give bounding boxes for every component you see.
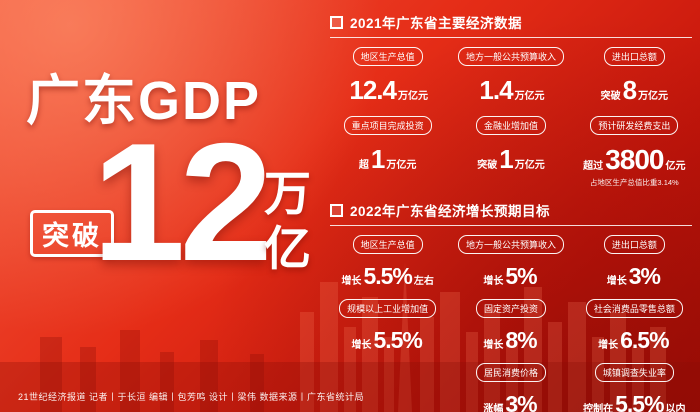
section-2021: 2021年广东省主要经济数据 地区生产总值 12.4 万亿元 地方一般公共预算收入…	[330, 12, 692, 188]
stat-prefix: 突破	[477, 160, 498, 171]
target-item-gdp-2022: 地区生产总值 增长 5.5% 左右	[330, 235, 445, 290]
stat-label: 居民消费价格	[475, 363, 546, 382]
headline-unit: 万 亿	[264, 166, 311, 277]
stat-value: 3%	[505, 391, 537, 412]
data-panel: 2021年广东省主要经济数据 地区生产总值 12.4 万亿元 地方一般公共预算收入…	[330, 12, 692, 412]
target-item-fixed-assets-2022: 固定资产投资 增长 8%	[453, 299, 568, 354]
stat-prefix: 控制在	[583, 404, 614, 412]
section-2021-title: 2021年广东省主要经济数据	[350, 16, 523, 31]
target-item-unemployment-2022: 城镇调查失业率 控制在 5.5% 以内	[577, 363, 692, 412]
stat-value: 3800	[605, 144, 664, 175]
stat-prefix: 超过	[583, 161, 604, 172]
stat-prefix: 增长	[606, 276, 627, 287]
section-2022-grid: 地区生产总值 增长 5.5% 左右 地方一般公共预算收入 增长 5% 进出口总额 增长…	[330, 235, 692, 412]
stat-label: 进出口总额	[603, 235, 665, 254]
target-item-retail-2022: 社会消费品零售总额 增长 6.5%	[577, 299, 692, 354]
stat-label: 地区生产总值	[352, 47, 423, 66]
headline-unit-char-1: 万	[264, 167, 311, 220]
section-2022-header: 2022年广东省经济增长预期目标	[330, 200, 692, 226]
stat-label: 进出口总额	[603, 47, 665, 66]
stat-label: 预计研发经费支出	[590, 116, 679, 135]
stat-suffix: 万亿元	[386, 160, 417, 171]
stat-label: 地方一般公共预算收入	[457, 235, 564, 254]
stat-label: 地区生产总值	[352, 235, 423, 254]
stat-value: 12.4	[349, 75, 397, 105]
stat-value: 5%	[505, 263, 537, 289]
stat-prefix: 增长	[598, 340, 619, 351]
section-2022-title: 2022年广东省经济增长预期目标	[350, 204, 551, 219]
stat-item-finance-2021: 金融业增加值 突破 1 万亿元	[453, 116, 568, 188]
stat-suffix: 万亿元	[638, 91, 669, 102]
section-bullet-icon	[330, 15, 343, 29]
stat-note: 占地区生产总值比重3.14%	[589, 178, 679, 187]
stat-item-budget-revenue-2021: 地方一般公共预算收入 1.4 万亿元	[453, 47, 568, 107]
stat-suffix: 万亿元	[514, 91, 545, 102]
stat-label: 规模以上工业增加值	[339, 299, 437, 318]
stat-prefix: 突破	[600, 91, 621, 102]
stat-value: 8	[622, 75, 638, 105]
stat-prefix: 涨幅	[483, 404, 504, 412]
stat-value: 1	[499, 144, 514, 174]
stat-label: 金融业增加值	[475, 116, 546, 135]
poster-title: 广东GDP	[26, 71, 262, 131]
stat-item-rnd-2021: 预计研发经费支出 超过 3800 亿元 占地区生产总值比重3.14%	[577, 116, 692, 188]
stat-label: 固定资产投资	[475, 299, 546, 318]
section-2021-header: 2021年广东省主要经济数据	[330, 12, 692, 38]
stat-value: 6.5%	[620, 327, 669, 353]
credits-line: 21世纪经济报道 记者丨于长洹 编辑丨包芳鸣 设计丨梁伟 数据来源丨广东省统计局	[18, 392, 365, 402]
stat-label: 城镇调查失业率	[594, 363, 674, 382]
stat-suffix: 左右	[413, 276, 434, 287]
stat-prefix: 增长	[483, 276, 504, 287]
stat-value: 8%	[505, 327, 537, 353]
stat-item-import-export-2021: 进出口总额 突破 8 万亿元	[577, 47, 692, 107]
target-item-industrial-2022: 规模以上工业增加值 增长 5.5%	[330, 299, 445, 354]
burst-label-box: 突破	[30, 210, 114, 257]
stat-prefix: 增长	[341, 276, 362, 287]
section-2022: 2022年广东省经济增长预期目标 地区生产总值 增长 5.5% 左右 地方一般公共预…	[330, 200, 692, 412]
section-2021-grid: 地区生产总值 12.4 万亿元 地方一般公共预算收入 1.4 万亿元 进出口总额 突…	[330, 47, 692, 188]
headline-unit-char-2: 亿	[264, 222, 311, 276]
target-item-budget-revenue-2022: 地方一般公共预算收入 增长 5%	[453, 235, 568, 290]
stat-prefix: 超	[358, 160, 369, 171]
stat-value: 3%	[628, 263, 661, 289]
stat-label: 地方一般公共预算收入	[457, 47, 564, 66]
stat-value: 1.4	[479, 75, 513, 105]
target-item-import-export-2022: 进出口总额 增长 3%	[577, 235, 692, 290]
stat-label: 社会消费品零售总额	[585, 299, 683, 318]
stat-item-gdp-2021: 地区生产总值 12.4 万亿元	[330, 47, 445, 107]
stat-item-key-projects-2021: 重点项目完成投资 超 1 万亿元	[330, 116, 445, 188]
stat-suffix: 万亿元	[397, 91, 428, 102]
target-item-cpi-2022: 居民消费价格 涨幅 3%	[453, 363, 568, 412]
stat-suffix: 以内	[665, 404, 686, 412]
stat-suffix: 万亿元	[514, 160, 545, 171]
stat-label: 重点项目完成投资	[343, 116, 432, 135]
headline-number: 12	[92, 108, 273, 296]
stat-prefix: 增长	[483, 340, 504, 351]
stat-value: 5.5%	[373, 327, 422, 353]
stat-suffix: 亿元	[665, 161, 686, 172]
stat-value: 5.5%	[363, 263, 412, 289]
stat-value: 1	[370, 144, 386, 174]
stat-prefix: 增长	[351, 340, 372, 351]
stat-value: 5.5%	[615, 391, 664, 412]
section-bullet-icon	[330, 203, 343, 217]
